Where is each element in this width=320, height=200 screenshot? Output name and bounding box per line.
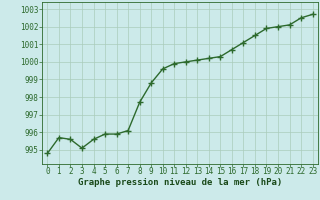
X-axis label: Graphe pression niveau de la mer (hPa): Graphe pression niveau de la mer (hPa)	[78, 178, 282, 187]
